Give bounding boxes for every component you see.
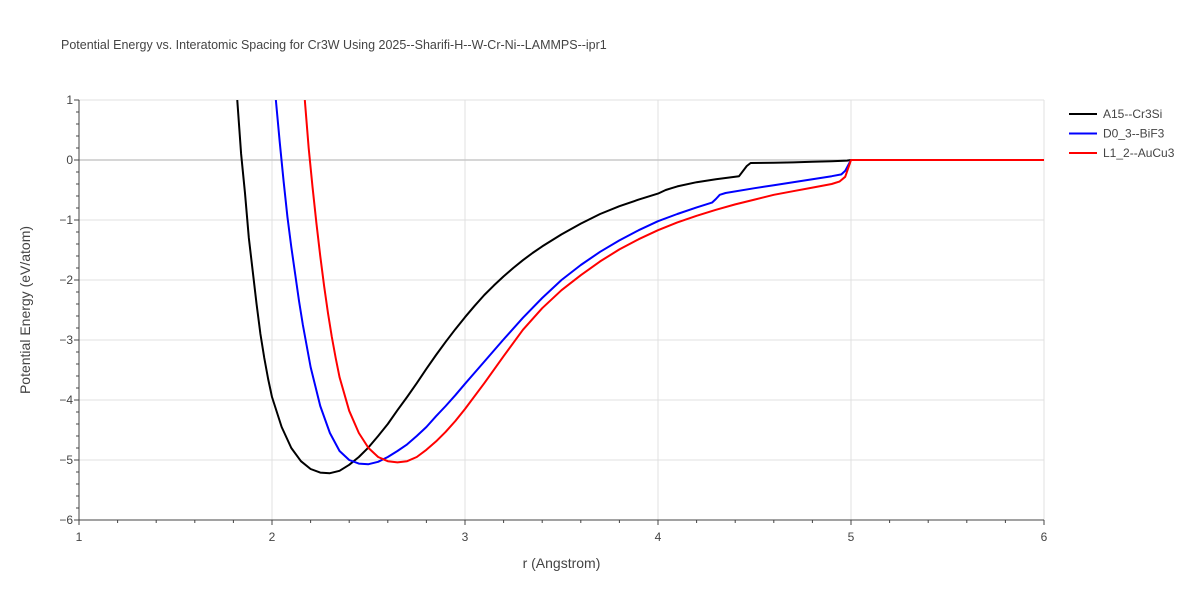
y-tick-label: 1 bbox=[66, 93, 73, 107]
y-axis-title: Potential Energy (eV/atom) bbox=[17, 226, 33, 394]
y-tick-label: 0 bbox=[66, 153, 73, 167]
grid bbox=[79, 99, 1045, 521]
x-tick-label: 3 bbox=[462, 530, 469, 544]
legend: A15--Cr3Si D0_3--BiF3 L1_2--AuCu3 bbox=[1069, 107, 1175, 160]
y-tick-label: −3 bbox=[59, 333, 73, 347]
y-tick-label: −6 bbox=[59, 513, 73, 527]
x-tick-label: 5 bbox=[848, 530, 855, 544]
x-tick-label: 4 bbox=[655, 530, 662, 544]
series-line-1 bbox=[236, 100, 1044, 475]
x-axis-title: r (Angstrom) bbox=[523, 555, 601, 571]
legend-label: A15--Cr3Si bbox=[1103, 107, 1162, 121]
y-tick-label: −5 bbox=[59, 453, 73, 467]
x-tick-label: 1 bbox=[76, 530, 83, 544]
y-tick-label: −4 bbox=[59, 393, 73, 407]
axes: 1 2 3 4 5 6 1 0 −1 −2 −3 −4 −5 −6 bbox=[59, 93, 1047, 544]
legend-label: L1_2--AuCu3 bbox=[1103, 146, 1175, 160]
chart-title: Potential Energy vs. Interatomic Spacing… bbox=[61, 38, 607, 52]
series-lines bbox=[236, 100, 1044, 475]
x-tick-label: 6 bbox=[1041, 530, 1048, 544]
series-line-3 bbox=[303, 100, 1044, 464]
x-tick-label: 2 bbox=[269, 530, 276, 544]
y-tick-label: −1 bbox=[59, 213, 73, 227]
y-tick-label: −2 bbox=[59, 273, 73, 287]
legend-label: D0_3--BiF3 bbox=[1103, 127, 1165, 141]
series-line-2 bbox=[274, 100, 1044, 466]
